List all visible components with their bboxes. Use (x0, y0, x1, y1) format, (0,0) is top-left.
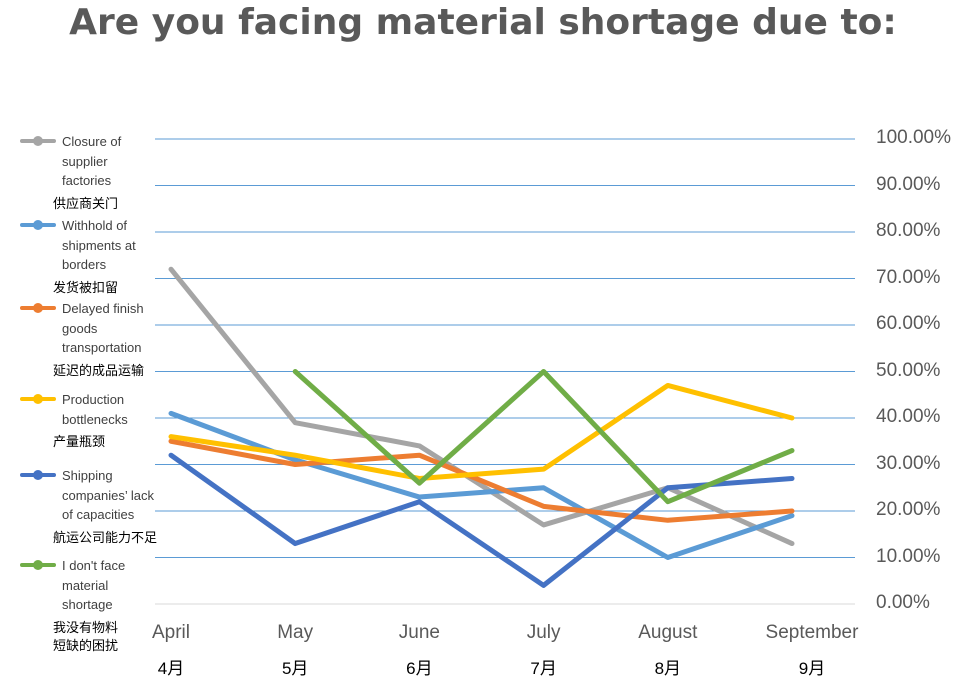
y-tick-label: 40.00% (876, 406, 941, 427)
x-tick-label-zh: 6月 (406, 659, 433, 678)
legend-marker (20, 394, 56, 404)
x-tick-label: May (277, 622, 314, 643)
series-line-0 (168, 266, 795, 547)
x-tick-label-zh: 7月 (530, 659, 557, 678)
y-tick-label: 30.00% (876, 452, 941, 474)
legend-label-zh: 产量瓶颈 (53, 434, 106, 449)
x-tick-label-zh: 8月 (654, 659, 682, 678)
legend-marker (20, 470, 56, 480)
y-tick-label: 80.00% (876, 220, 941, 241)
series-line-3 (168, 382, 795, 481)
legend-label-zh: 航运公司能力不足 (53, 529, 158, 545)
legend-marker (20, 560, 56, 570)
legend-label: Closure of supplier factories (62, 134, 122, 188)
y-tick-label: 100.00% (876, 127, 952, 148)
y-tick-label: 70.00% (876, 266, 941, 288)
x-tick-label: July (526, 622, 561, 643)
legend-marker (20, 220, 56, 230)
legend-label-zh: 发货被扣留 (53, 279, 119, 295)
x-tick-label-zh: 9月 (798, 659, 826, 678)
x-tick-label: June (398, 622, 440, 643)
y-tick-label: 20.00% (876, 499, 941, 520)
y-tick-label: 10.00% (876, 545, 941, 567)
x-tick-label: April (151, 622, 190, 643)
legend-label-zh: 供应商关门 (53, 195, 119, 211)
y-tick-label: 0.00% (876, 592, 930, 613)
legend-marker (20, 136, 56, 146)
y-tick-label: 60.00% (876, 313, 941, 334)
y-tick-label: 50.00% (876, 359, 941, 381)
x-tick-label: September (765, 622, 859, 643)
legend-label: I don't face material shortage (62, 558, 126, 612)
chart-title: Are you facing material shortage due to: (69, 2, 897, 43)
series-line-4 (168, 452, 795, 588)
legend-label: Production bottlenecks (62, 392, 128, 427)
legend-label: Delayed finish goods transportation (62, 301, 144, 355)
x-tick-label: August (638, 622, 698, 643)
series-line-2 (168, 438, 795, 523)
legend-label: Withhold of shipments at borders (62, 218, 136, 272)
legend-label-zh: 我没有物料 短缺的困扰 (53, 619, 119, 653)
legend-label: Shipping companies’ lack of capacities (62, 468, 155, 522)
legend-label-zh: 延迟的成品运输 (53, 362, 145, 378)
x-tick-label-zh: 5月 (281, 659, 309, 678)
legend-marker (20, 303, 56, 313)
y-tick-label: 90.00% (876, 173, 941, 195)
x-tick-label-zh: 4月 (157, 659, 185, 678)
